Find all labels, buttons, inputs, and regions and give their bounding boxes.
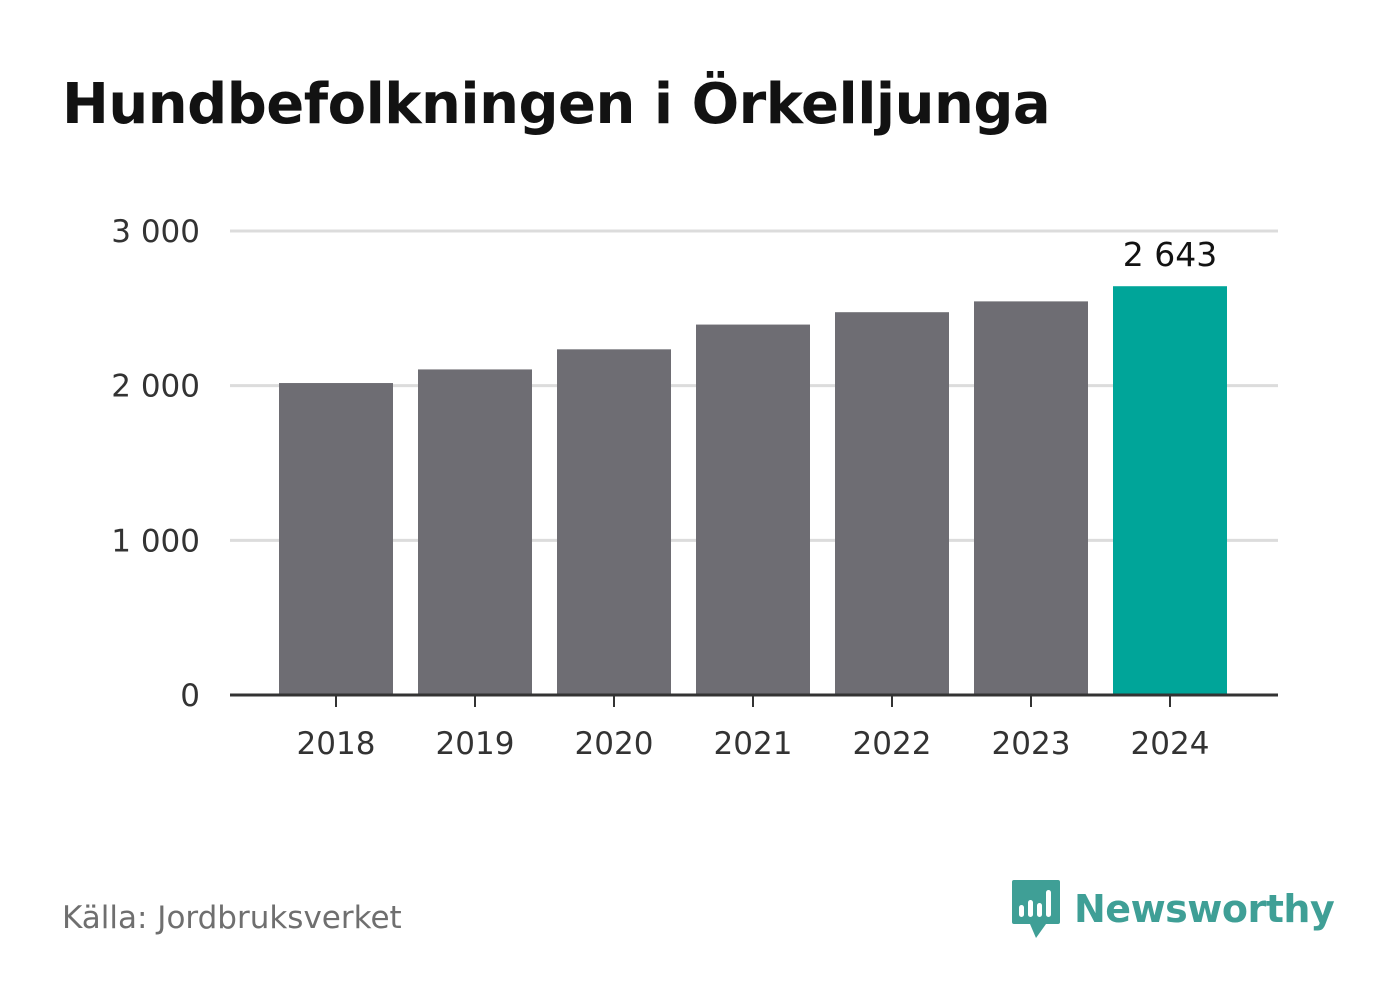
x-tick-label: 2023	[992, 726, 1071, 762]
x-axis: 2018 2019 2020 2021 2022 2023 2024	[230, 693, 1278, 762]
data-labels: 2 643	[1123, 235, 1217, 274]
x-tick-label: 2020	[575, 726, 654, 762]
bar-2024	[1113, 286, 1227, 695]
x-tick-label: 2022	[853, 726, 932, 762]
bar-2020	[557, 349, 671, 695]
bar-2023	[974, 301, 1088, 695]
x-tick-label: 2019	[436, 726, 515, 762]
x-tick-label: 2024	[1131, 726, 1210, 762]
y-tick-label: 1 000	[111, 523, 200, 559]
bars	[279, 286, 1227, 695]
bar-2019	[418, 369, 532, 695]
brand-name: Newsworthy	[1074, 887, 1335, 931]
y-axis-ticks: 0 1 000 2 000 3 000	[111, 214, 200, 714]
y-tick-label: 0	[180, 678, 200, 714]
bar-2022	[835, 312, 949, 695]
newsworthy-logo-icon	[1012, 880, 1060, 938]
chart-title: Hundbefolkningen i Örkelljunga	[62, 72, 1051, 137]
x-tick-label: 2018	[297, 726, 376, 762]
source-note: Källa: Jordbruksverket	[62, 900, 402, 936]
newsworthy-logo: Newsworthy	[1010, 878, 1335, 940]
data-label: 2 643	[1123, 235, 1217, 274]
bar-2018	[279, 383, 393, 695]
y-tick-label: 3 000	[111, 214, 200, 250]
bar-2021	[696, 324, 810, 695]
x-tick-label: 2021	[714, 726, 793, 762]
y-tick-label: 2 000	[111, 369, 200, 405]
